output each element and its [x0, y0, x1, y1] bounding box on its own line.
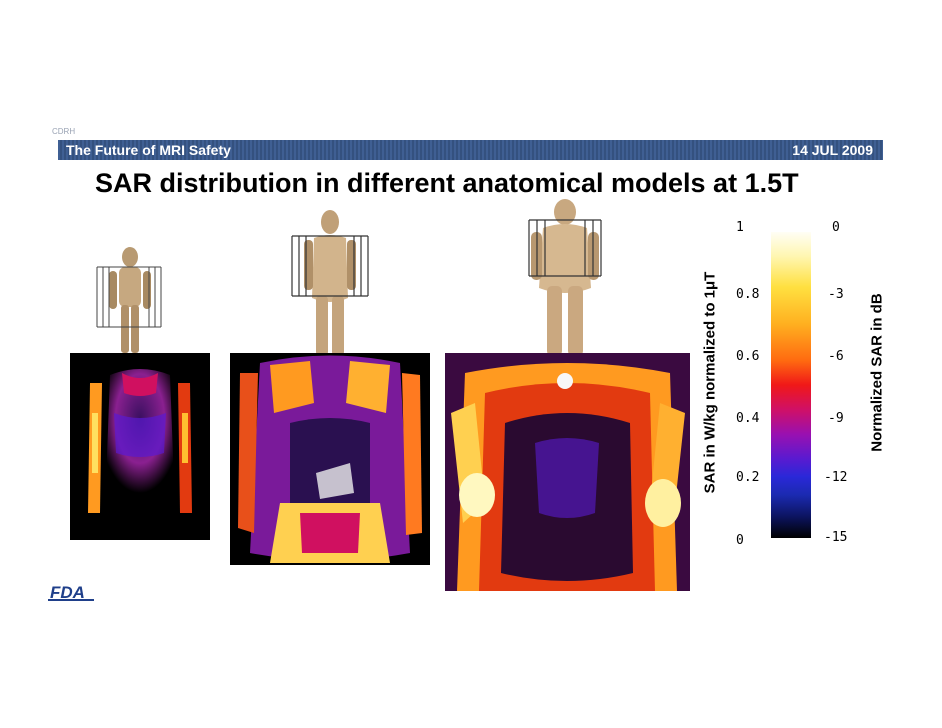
- sar-colorbar: [771, 232, 811, 538]
- right-tick: -12: [824, 470, 848, 485]
- left-tick: 0: [736, 533, 744, 548]
- medium-body-model: [291, 210, 369, 356]
- banner-date: 14 JUL 2009: [792, 142, 873, 158]
- left-tick: 0.2: [736, 470, 760, 485]
- right-tick: -3: [828, 287, 844, 302]
- left-tick: 0.4: [736, 411, 760, 426]
- fda-logo: FDA: [48, 582, 96, 602]
- slide-title: SAR distribution in different anatomical…: [95, 168, 799, 198]
- small-body-model: [96, 247, 162, 353]
- right-tick: -9: [828, 411, 844, 426]
- sar-map-large: [445, 353, 690, 591]
- right-tick: 0: [832, 220, 840, 235]
- sar-map-small: [70, 353, 210, 540]
- right-tick: -15: [824, 530, 848, 545]
- left-tick: 1: [736, 220, 744, 235]
- right-tick: -6: [828, 349, 844, 364]
- colorbar-left-label: SAR in W/kg normalized to 1μT: [701, 271, 719, 494]
- fda-logo-text: FDA: [50, 583, 85, 602]
- large-body-model: [528, 199, 602, 356]
- left-tick: 0.6: [736, 349, 760, 364]
- banner-title: The Future of MRI Safety: [66, 142, 231, 158]
- left-tick: 0.8: [736, 287, 760, 302]
- header-banner: The Future of MRI Safety 14 JUL 2009: [58, 140, 883, 160]
- org-label: CDRH: [52, 127, 76, 136]
- colorbar-right-label: Normalized SAR in dB: [868, 293, 886, 452]
- sar-map-medium: [230, 353, 430, 565]
